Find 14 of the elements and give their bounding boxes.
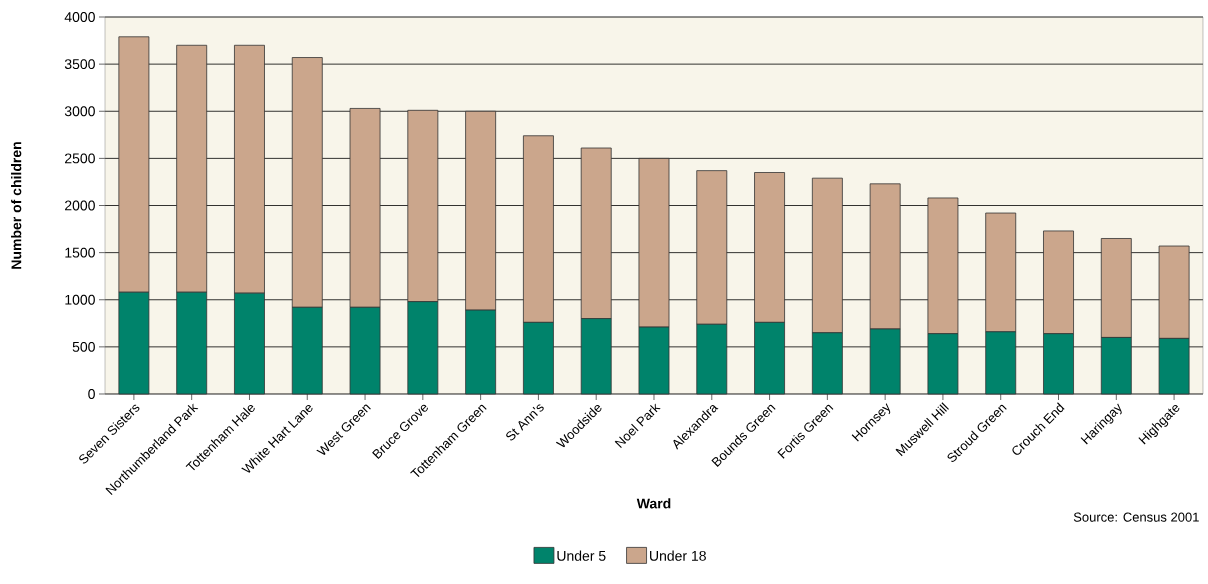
y-tick-label: 3500 (64, 59, 95, 70)
source-note: Source: Census 2001 (1073, 512, 1199, 522)
y-axis-title: Number of children (11, 142, 22, 269)
legend-label: Under 18 (650, 550, 706, 561)
y-tick-label: 2000 (65, 200, 95, 211)
y-tick-label: 1000 (65, 294, 95, 305)
y-tick-label: 0 (88, 389, 95, 399)
x-axis-title: Ward (636, 498, 671, 509)
y-tick-label: 500 (72, 341, 95, 352)
legend-label: Under 5 (557, 550, 606, 561)
y-tick-label: 2500 (65, 153, 95, 164)
y-tick-label: 4000 (64, 12, 95, 22)
y-tick-label: 3000 (64, 106, 95, 117)
y-tick-label: 1500 (65, 247, 95, 258)
